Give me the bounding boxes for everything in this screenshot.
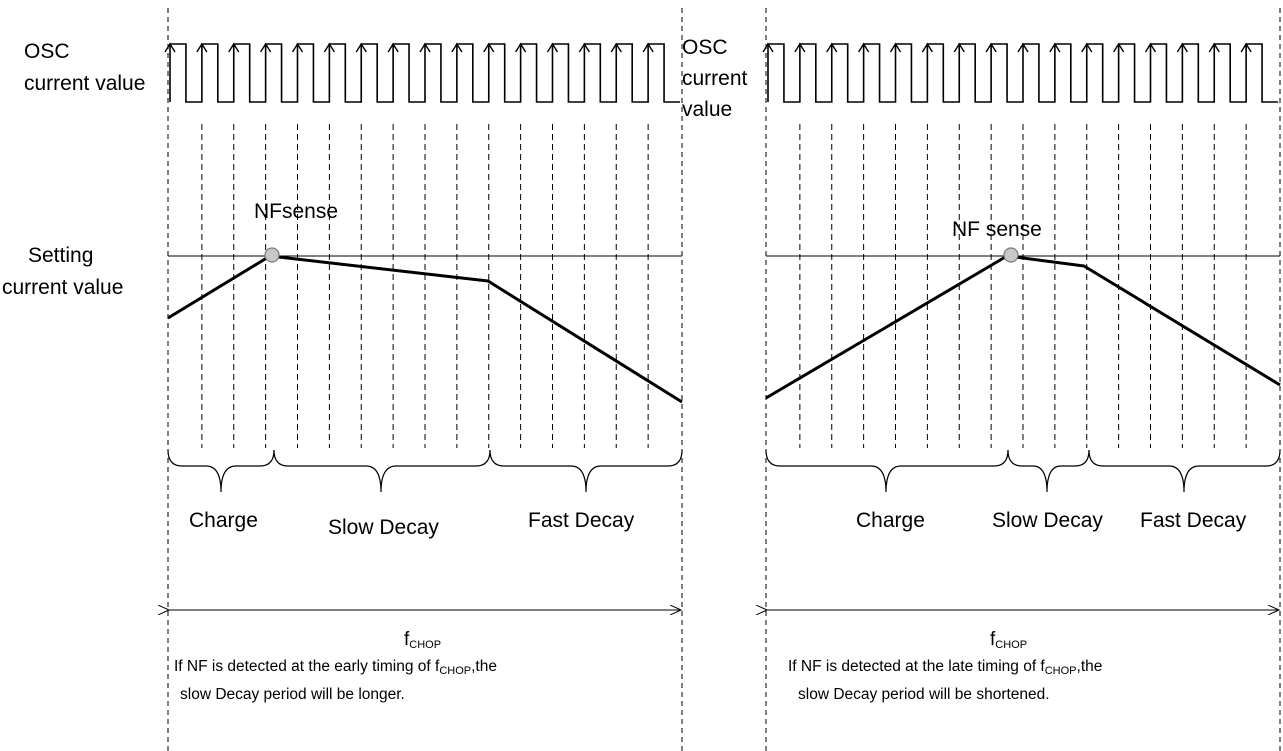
right-osc-label: OSC current value [682, 36, 753, 121]
right-osc-clock-rising-edge-arrow [921, 42, 933, 53]
left-osc-clock-rising-edge-arrow [546, 42, 559, 53]
right-osc-clock-rising-edge-arrow [953, 42, 965, 53]
right-charge-label: Charge [856, 509, 925, 532]
right-clock-grid-lines [799, 124, 1247, 448]
right-osc-clock-rising-edge-arrow [1017, 42, 1029, 53]
right-osc-clock-rising-edge-arrow [1081, 42, 1093, 53]
left-osc-clock-rising-edge-arrow [260, 42, 272, 53]
right-osc-clock-rising-edge-arrow [1240, 42, 1252, 53]
left-fast-decay-label: Fast Decay [528, 509, 635, 532]
right-osc-clock-rising-edge-arrow [858, 42, 870, 53]
right-osc-clock-rising-edge-arrow [1049, 42, 1061, 53]
left-osc-clock-rising-edge-arrow [451, 42, 463, 53]
right-nf-sense-label: NF sense [952, 218, 1042, 241]
right-fast-decay-label: Fast Decay [1140, 509, 1247, 532]
left-slow-decay-label: Slow Decay [328, 516, 439, 539]
left-osc-clock-line [169, 43, 680, 103]
right-osc-clock-rising-edge-arrow [1208, 42, 1220, 53]
left-osc-clock-waveform [164, 42, 680, 103]
right-slow-decay-brace [1007, 449, 1090, 493]
left-osc-clock-rising-edge-arrow [419, 42, 431, 53]
left-osc-clock-rising-edge-arrow [196, 42, 208, 53]
right-osc-clock-rising-edge-arrow [794, 42, 806, 53]
right-osc-clock-rising-edge-arrow [1176, 42, 1188, 53]
left-charge-label: Charge [189, 509, 258, 532]
right-osc-clock-rising-edge-arrow [1144, 42, 1157, 53]
left-fast-decay-brace [489, 449, 683, 493]
left-osc-clock-rising-edge-arrow [291, 42, 304, 53]
left-charge-brace [167, 449, 275, 493]
left-osc-clock-rising-edge-arrow [642, 42, 654, 53]
right-charge-brace [765, 449, 1009, 493]
left-fchop-label: fCHOP [404, 629, 441, 651]
left-osc-clock-rising-edge-arrow [164, 42, 176, 53]
right-note-line-2: slow Decay period will be shortened. [798, 686, 1050, 703]
right-osc-clock-line [767, 43, 1278, 103]
right-current-waveform [765, 254, 1281, 400]
right-osc-clock-rising-edge-arrow [1113, 42, 1125, 53]
left-note-line-2: slow Decay period will be longer. [180, 686, 405, 703]
right-osc-clock-rising-edge-arrow [826, 42, 838, 53]
right-osc-clock-rising-edge-arrow [985, 42, 997, 53]
left-osc-clock-rising-edge-arrow [228, 42, 240, 53]
left-osc-clock-rising-edge-arrow [483, 42, 495, 53]
right-nf-sense-dot [1003, 247, 1019, 263]
right-osc-clock-waveform [762, 42, 1278, 103]
right-osc-clock-rising-edge-arrow [762, 42, 774, 53]
left-osc-clock-rising-edge-arrow [387, 42, 399, 53]
left-nf-sense-dot [264, 247, 280, 263]
left-osc-clock-rising-edge-arrow [610, 42, 622, 53]
left-current-waveform [167, 254, 683, 404]
left-slow-decay-brace [273, 449, 491, 493]
left-osc-clock-rising-edge-arrow [578, 42, 590, 53]
right-note-line-1: If NF is detected at the late timing of … [788, 658, 1102, 677]
left-clock-grid-lines [201, 124, 649, 448]
right-fast-decay-brace [1088, 449, 1281, 493]
left-nf-sense-label: NFsense [254, 200, 338, 223]
right-osc-clock-rising-edge-arrow [889, 42, 902, 53]
left-osc-clock-rising-edge-arrow [515, 42, 527, 53]
left-osc-clock-rising-edge-arrow [323, 42, 335, 53]
right-slow-decay-label: Slow Decay [992, 509, 1103, 532]
right-fchop-label: fCHOP [990, 629, 1027, 651]
left-note-line-1: If NF is detected at the early timing of… [174, 658, 497, 677]
left-osc-label: OSC current value [24, 40, 145, 95]
left-osc-clock-rising-edge-arrow [355, 42, 367, 53]
setting-current-label: Setting current value [2, 244, 123, 299]
